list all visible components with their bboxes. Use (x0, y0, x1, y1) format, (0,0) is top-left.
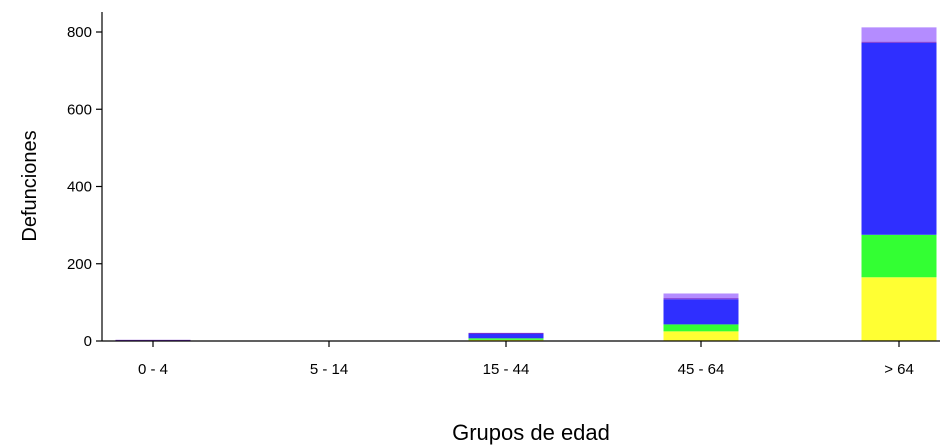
y-tick-label: 200 (67, 256, 92, 273)
x-tick-label: 0 - 4 (138, 361, 168, 378)
bar-segment (663, 293, 739, 299)
bar-segment (663, 298, 739, 300)
x-tick-label: 45 - 64 (678, 361, 725, 378)
bar-segment (861, 41, 937, 43)
bar-segment (663, 331, 739, 341)
bars-layer (115, 27, 937, 341)
bar-segment (663, 324, 739, 332)
bar-segment (861, 42, 937, 235)
x-ticks: 0 - 4 5 - 14 15 - 44 45 - 64 > 64 (138, 341, 914, 378)
y-tick-label: 800 (67, 24, 92, 41)
x-axis-title: Grupos de edad (452, 420, 610, 445)
bar-segment (861, 234, 937, 278)
bar-segment (468, 338, 544, 340)
bar-segment (468, 332, 544, 334)
bar-segment (468, 333, 544, 339)
x-tick-label: 15 - 44 (483, 361, 530, 378)
y-tick-label: 400 (67, 179, 92, 196)
y-tick-label: 0 (84, 333, 92, 350)
y-ticks: 0 200 400 600 800 (67, 24, 102, 350)
x-tick-label: 5 - 14 (310, 361, 348, 378)
bar-segment (663, 299, 739, 325)
bar-segment (861, 277, 937, 341)
y-axis-title: Defunciones (19, 130, 41, 241)
x-tick-label: > 64 (884, 361, 914, 378)
bar-segment (861, 27, 937, 42)
y-tick-label: 600 (67, 101, 92, 118)
